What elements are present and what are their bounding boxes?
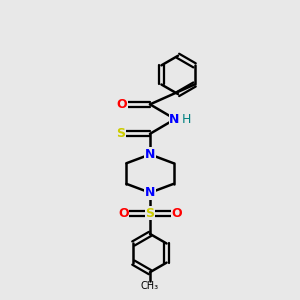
- Text: S: S: [146, 207, 154, 220]
- Text: S: S: [116, 127, 125, 140]
- Text: O: O: [117, 98, 127, 111]
- Text: N: N: [169, 112, 180, 126]
- Text: N: N: [145, 186, 155, 199]
- Text: O: O: [171, 207, 182, 220]
- Text: O: O: [118, 207, 129, 220]
- Text: CH₃: CH₃: [141, 281, 159, 291]
- Text: H: H: [182, 112, 191, 126]
- Text: N: N: [145, 148, 155, 161]
